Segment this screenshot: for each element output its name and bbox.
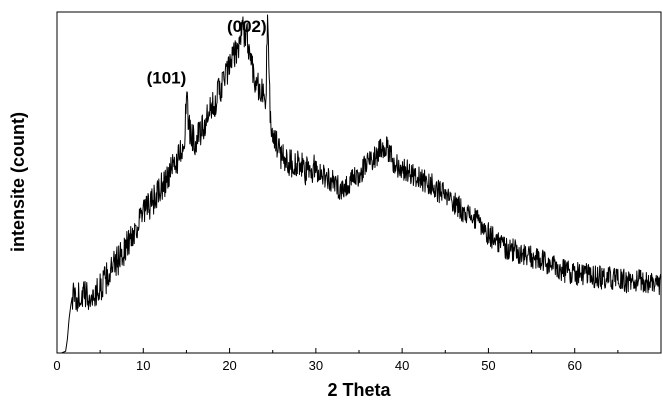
x-axis-ticks <box>56 348 619 353</box>
diffraction-pattern-line <box>61 14 662 354</box>
x-tick-label-40: 40 <box>395 358 409 373</box>
peak-annotations: (101) (002) <box>147 17 267 87</box>
x-axis-tick-labels: 0 10 20 30 40 50 60 <box>53 358 582 373</box>
x-tick-label-60: 60 <box>567 358 581 373</box>
x-tick-label-30: 30 <box>309 358 323 373</box>
x-tick-label-10: 10 <box>136 358 150 373</box>
x-axis-title: 2 Theta <box>327 380 391 400</box>
x-tick-label-20: 20 <box>222 358 236 373</box>
peak-label-1: (101) <box>147 68 187 87</box>
y-axis-title: intensite (count) <box>8 112 28 252</box>
x-tick-label-0: 0 <box>53 358 60 373</box>
peak-label-2: (002) <box>227 17 267 36</box>
x-tick-label-50: 50 <box>481 358 495 373</box>
